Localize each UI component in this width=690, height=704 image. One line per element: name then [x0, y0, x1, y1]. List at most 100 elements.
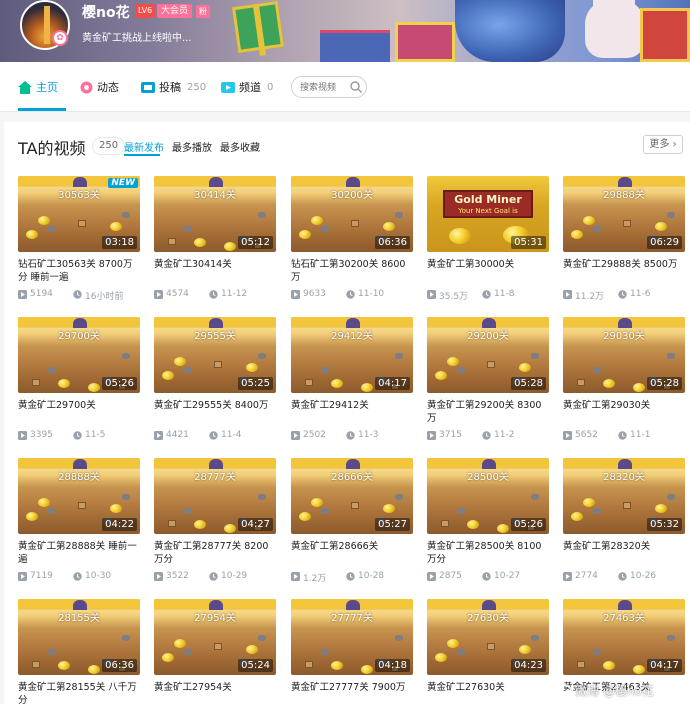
video-meta: 2502 11-3 — [291, 430, 413, 442]
sort-latest[interactable]: 最新发布 — [124, 143, 164, 154]
video-duration: 04:18 — [375, 659, 410, 672]
gold-nugget — [224, 242, 236, 251]
video-card[interactable]: 27777关 04:18 黄金矿工27777关 7900万 — [291, 599, 413, 693]
video-title[interactable]: 黄金矿工29555关 8400万 — [154, 400, 269, 411]
clock-icon — [346, 431, 355, 440]
level-badge[interactable]: LV6 — [135, 4, 156, 18]
tab-dynamic[interactable]: 动态 — [80, 79, 119, 95]
video-thumbnail[interactable]: 28500关 05:26 — [427, 458, 549, 534]
video-title[interactable]: 黄金矿工第28155关 八千万分 — [18, 682, 137, 704]
miner-sprite — [209, 459, 223, 469]
miner-sprite — [618, 600, 632, 610]
search-input[interactable] — [300, 80, 350, 94]
video-card[interactable]: 29888关 06:29 黄金矿工29888关 8500万 11.2万 11-6 — [563, 176, 685, 302]
video-title[interactable]: 黄金矿工第29200关 8300万 — [427, 400, 542, 424]
video-thumbnail[interactable]: 30414关 05:12 — [154, 176, 276, 252]
video-card[interactable]: 30414关 05:12 黄金矿工30414关 4574 11-12 — [154, 176, 276, 299]
gold-nugget — [58, 661, 70, 670]
video-title[interactable]: 黄金矿工29700关 — [18, 400, 96, 411]
video-title[interactable]: 黄金矿工第28777关 8200万分 — [154, 541, 269, 565]
miner-sprite — [209, 177, 223, 187]
search-box[interactable] — [291, 76, 367, 98]
video-card[interactable]: 28666关 05:27 黄金矿工第28666关 1.2万 10-28 — [291, 458, 413, 584]
tab-home-label: 主页 — [36, 81, 58, 94]
sort-most-played[interactable]: 最多播放 — [172, 143, 212, 154]
video-title[interactable]: 黄金矿工29888关 8500万 — [563, 259, 678, 270]
video-title[interactable]: 黄金矿工第28666关 — [291, 541, 379, 552]
video-card[interactable]: 30563关 NEW 03:18 钻石矿工30563关 8700万分 睡前一遍 5194… — [18, 176, 140, 302]
video-card[interactable]: 29412关 04:17 黄金矿工29412关 2502 11-3 — [291, 317, 413, 440]
tab-channels[interactable]: 频道 0 — [221, 79, 273, 95]
tab-home[interactable]: 主页 — [18, 79, 58, 95]
video-title[interactable]: 黄金矿工第30000关 — [427, 259, 515, 270]
video-card[interactable]: 28500关 05:26 黄金矿工第28500关 8100万分 2875 10-27 — [427, 458, 549, 581]
video-card[interactable]: 27463关 04:17 黄金矿工第27463关 — [563, 599, 685, 693]
video-thumbnail[interactable]: 29030关 05:28 — [563, 317, 685, 393]
video-thumbnail[interactable]: 27463关 04:17 — [563, 599, 685, 675]
video-card[interactable]: 28888关 04:22 黄金矿工第28888关 睡前一遍 7119 10-30 — [18, 458, 140, 581]
video-thumbnail[interactable]: 28888关 04:22 — [18, 458, 140, 534]
game-goal-panel: Gold Miner Your Next Goal is — [443, 190, 533, 218]
rock — [258, 212, 266, 218]
upload-date: 10-27 — [494, 571, 521, 581]
gold-nugget — [331, 661, 343, 670]
video-title[interactable]: 黄金矿工29412关 — [291, 400, 369, 411]
video-card[interactable]: 29030关 05:28 黄金矿工第29030关 5652 11-1 — [563, 317, 685, 440]
more-button[interactable]: 更多 › — [643, 135, 683, 154]
video-title[interactable]: 黄金矿工27630关 — [427, 682, 505, 693]
vip-badge[interactable]: 大会员 — [157, 4, 193, 18]
video-meta: 5194 16小时前 — [18, 289, 140, 302]
video-card[interactable]: 28777关 04:27 黄金矿工第28777关 8200万分 3522 10-29 — [154, 458, 276, 581]
rock — [667, 635, 675, 641]
video-card[interactable]: 29700关 05:26 黄金矿工29700关 3395 11-5 — [18, 317, 140, 440]
miner-sprite — [618, 177, 632, 187]
video-card[interactable]: 30200关 06:36 钻石矿工第30200关 8600万 9633 11-10 — [291, 176, 413, 299]
video-thumbnail[interactable]: 28777关 04:27 — [154, 458, 276, 534]
video-title[interactable]: 黄金矿工27954关 — [154, 682, 232, 693]
video-title[interactable]: 黄金矿工30414关 — [154, 259, 232, 270]
video-thumbnail[interactable]: Gold Miner Your Next Goal is 05:31 — [427, 176, 549, 252]
video-title[interactable]: 黄金矿工27777关 7900万 — [291, 682, 406, 693]
video-title[interactable]: 黄金矿工第27463关 — [563, 682, 651, 693]
upload-date: 11-8 — [494, 289, 515, 299]
video-duration: 04:17 — [647, 659, 682, 672]
video-card[interactable]: 27954关 05:24 黄金矿工27954关 — [154, 599, 276, 693]
video-title[interactable]: 钻石矿工第30200关 8600万 — [291, 259, 406, 283]
video-thumbnail[interactable]: 29412关 04:17 — [291, 317, 413, 393]
search-icon[interactable] — [350, 81, 362, 93]
video-title[interactable]: 黄金矿工第28320关 — [563, 541, 651, 552]
rock — [122, 353, 130, 359]
video-card[interactable]: 29555关 05:25 黄金矿工29555关 8400万 4421 11-4 — [154, 317, 276, 440]
video-title[interactable]: 钻石矿工30563关 8700万分 睡前一遍 — [18, 259, 133, 283]
thumb-game-title: Gold Miner — [454, 193, 522, 206]
video-card[interactable]: 27630关 04:23 黄金矿工27630关 — [427, 599, 549, 693]
video-title[interactable]: 黄金矿工第28888关 睡前一遍 — [18, 541, 137, 565]
video-thumbnail[interactable]: 27954关 05:24 — [154, 599, 276, 675]
video-thumbnail[interactable]: 29888关 06:29 — [563, 176, 685, 252]
gold-nugget — [583, 498, 595, 507]
video-card[interactable]: 28320关 05:32 黄金矿工第28320关 2774 10-26 — [563, 458, 685, 581]
avatar[interactable] — [20, 0, 70, 50]
video-thumbnail[interactable]: 28320关 05:32 — [563, 458, 685, 534]
video-thumbnail[interactable]: 30563关 NEW 03:18 — [18, 176, 140, 252]
video-card[interactable]: 29200关 05:28 黄金矿工第29200关 8300万 3715 11-2 — [427, 317, 549, 440]
tab-submissions[interactable]: 投稿 250 — [141, 79, 206, 95]
video-card[interactable]: 28155关 06:36 黄金矿工第28155关 八千万分 — [18, 599, 140, 704]
video-thumbnail[interactable]: 30200关 06:36 — [291, 176, 413, 252]
video-thumbnail[interactable]: 29700关 05:26 — [18, 317, 140, 393]
video-thumbnail[interactable]: 28155关 06:36 — [18, 599, 140, 675]
video-thumbnail[interactable]: 27630关 04:23 — [427, 599, 549, 675]
rock — [377, 518, 385, 524]
gold-nugget — [583, 216, 595, 225]
video-thumbnail[interactable]: 27777关 04:18 — [291, 599, 413, 675]
video-thumbnail[interactable]: 28666关 05:27 — [291, 458, 413, 534]
sort-most-favorited[interactable]: 最多收藏 — [220, 143, 260, 154]
video-title[interactable]: 黄金矿工第28500关 8100万分 — [427, 541, 542, 565]
video-thumbnail[interactable]: 29555关 05:25 — [154, 317, 276, 393]
video-card[interactable]: Gold Miner Your Next Goal is 05:31 黄金矿工第300… — [427, 176, 549, 302]
gold-nugget — [194, 238, 206, 247]
signature[interactable]: 黄金矿工挑战上线啦中... — [82, 33, 192, 44]
video-thumbnail[interactable]: 29200关 05:28 — [427, 317, 549, 393]
video-title[interactable]: 黄金矿工第29030关 — [563, 400, 651, 411]
clock-icon — [482, 431, 491, 440]
